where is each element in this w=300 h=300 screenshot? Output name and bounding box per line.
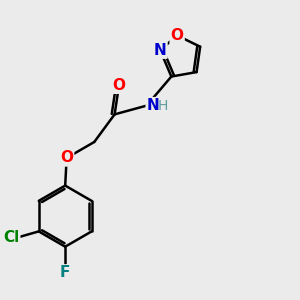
Text: H: H <box>158 99 168 112</box>
Text: O: O <box>60 151 73 166</box>
Text: Cl: Cl <box>3 230 19 245</box>
Text: O: O <box>112 78 125 93</box>
Text: O: O <box>171 28 184 43</box>
Text: N: N <box>154 43 167 58</box>
Text: F: F <box>60 265 70 280</box>
Text: N: N <box>147 98 159 113</box>
